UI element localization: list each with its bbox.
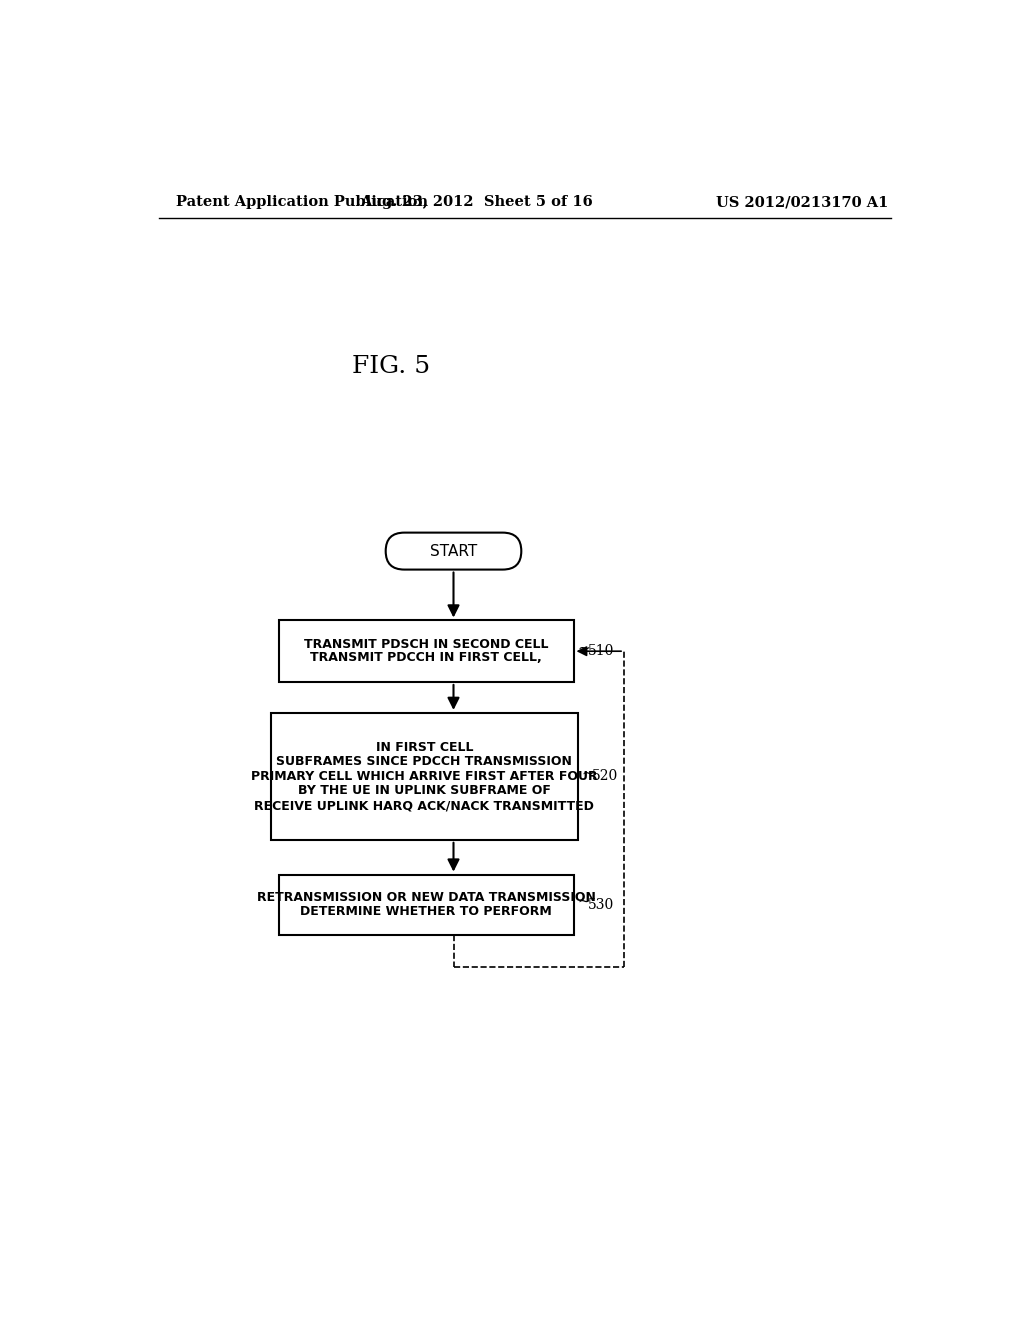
Text: RETRANSMISSION OR NEW DATA TRANSMISSION: RETRANSMISSION OR NEW DATA TRANSMISSION: [257, 891, 596, 904]
FancyBboxPatch shape: [386, 533, 521, 570]
Text: SUBFRAMES SINCE PDCCH TRANSMISSION: SUBFRAMES SINCE PDCCH TRANSMISSION: [276, 755, 572, 768]
Text: TRANSMIT PDCCH IN FIRST CELL,: TRANSMIT PDCCH IN FIRST CELL,: [310, 651, 543, 664]
Text: US 2012/0213170 A1: US 2012/0213170 A1: [716, 195, 889, 210]
Text: 510: 510: [588, 644, 614, 659]
Text: PRIMARY CELL WHICH ARRIVE FIRST AFTER FOUR: PRIMARY CELL WHICH ARRIVE FIRST AFTER FO…: [251, 770, 598, 783]
Text: ~: ~: [578, 894, 590, 909]
Text: BY THE UE IN UPLINK SUBFRAME OF: BY THE UE IN UPLINK SUBFRAME OF: [298, 784, 551, 797]
FancyBboxPatch shape: [271, 713, 578, 840]
Text: START: START: [430, 544, 477, 558]
Text: ~: ~: [578, 640, 590, 656]
Text: 520: 520: [592, 770, 617, 783]
Text: Aug. 23, 2012  Sheet 5 of 16: Aug. 23, 2012 Sheet 5 of 16: [360, 195, 593, 210]
Text: 530: 530: [588, 898, 613, 912]
Text: TRANSMIT PDSCH IN SECOND CELL: TRANSMIT PDSCH IN SECOND CELL: [304, 638, 549, 651]
FancyBboxPatch shape: [280, 874, 573, 935]
Text: DETERMINE WHETHER TO PERFORM: DETERMINE WHETHER TO PERFORM: [300, 906, 552, 919]
FancyBboxPatch shape: [280, 620, 573, 682]
Text: RECEIVE UPLINK HARQ ACK/NACK TRANSMITTED: RECEIVE UPLINK HARQ ACK/NACK TRANSMITTED: [255, 799, 594, 812]
Text: FIG. 5: FIG. 5: [352, 355, 430, 378]
Text: IN FIRST CELL: IN FIRST CELL: [376, 741, 473, 754]
Text: ~: ~: [582, 766, 594, 780]
Text: Patent Application Publication: Patent Application Publication: [176, 195, 428, 210]
